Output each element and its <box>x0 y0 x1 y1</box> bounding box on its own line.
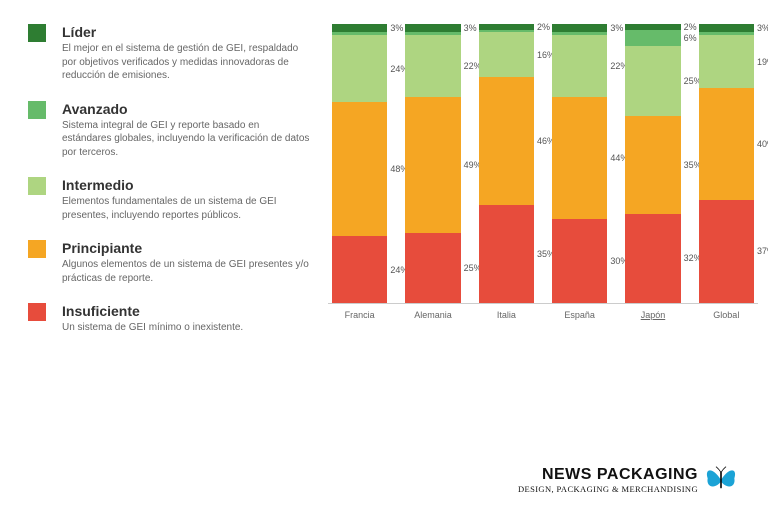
bar-segment-avanzado <box>405 32 460 35</box>
legend-item-insuficiente: Insuficiente Un sistema de GEI mínimo o i… <box>64 303 310 335</box>
bar-segment-intermedio: 19% <box>699 35 754 88</box>
chart-column: 24%48%24%3%25%49%22%3%35%46%16%2%30%44%2… <box>328 24 758 353</box>
legend-desc: Un sistema de GEI mínimo o inexistente. <box>62 321 310 335</box>
butterfly-icon <box>704 465 738 495</box>
legend-desc: Sistema integral de GEI y reporte basado… <box>62 119 310 160</box>
bar-segment-avanzado: 6% <box>625 30 680 47</box>
bar-segment-label: 6% <box>681 33 697 43</box>
x-axis-label: Global <box>699 310 754 320</box>
bar-segment-lider: 3% <box>699 24 754 32</box>
bar-segment-lider: 3% <box>552 24 607 32</box>
bar-japón: 32%35%25%6%2% <box>625 24 680 303</box>
legend-text-principiante: Principiante Algunos elementos de un sist… <box>62 240 310 285</box>
legend-item-lider: Líder El mejor en el sistema de gestión d… <box>64 24 310 83</box>
bar-segment-principiante: 48% <box>332 102 387 236</box>
legend-text-insuficiente: Insuficiente Un sistema de GEI mínimo o i… <box>62 303 310 335</box>
chart-x-axis-labels: Francia Alemania Italia España Japón Global <box>328 304 758 320</box>
bar-segment-principiante: 40% <box>699 88 754 200</box>
bar-segment-insuficiente: 32% <box>625 214 680 303</box>
bar-segment-avanzado <box>332 32 387 35</box>
x-axis-label: Italia <box>479 310 534 320</box>
bar-segment-intermedio: 22% <box>405 35 460 96</box>
legend-title: Insuficiente <box>62 303 310 319</box>
legend-text-lider: Líder El mejor en el sistema de gestión d… <box>62 24 310 83</box>
x-axis-label: Francia <box>332 310 387 320</box>
legend-title: Principiante <box>62 240 310 256</box>
legend-title: Intermedio <box>62 177 310 193</box>
legend-desc: Algunos elementos de un sistema de GEI p… <box>62 258 310 285</box>
bar-segment-intermedio: 24% <box>332 35 387 102</box>
bar-segment-principiante: 46% <box>479 77 534 205</box>
content-row: Líder El mejor en el sistema de gestión d… <box>10 24 758 353</box>
legend-item-avanzado: Avanzado Sistema integral de GEI y report… <box>64 101 310 160</box>
legend-title: Líder <box>62 24 310 40</box>
bar-segment-label: 19% <box>754 57 768 67</box>
bar-segment-intermedio: 22% <box>552 35 607 96</box>
logo-block: NEWS PACKAGING DESIGN, PACKAGING & MERCH… <box>518 465 738 495</box>
legend-desc: Elementos fundamentales de un sistema de… <box>62 195 310 222</box>
bar-segment-intermedio: 25% <box>625 46 680 116</box>
legend-desc: El mejor en el sistema de gestión de GEI… <box>62 42 310 83</box>
x-axis-label: Alemania <box>405 310 460 320</box>
bar-segment-insuficiente: 25% <box>405 233 460 303</box>
legend-swatch-avanzado <box>28 101 46 119</box>
bar-segment-label: 2% <box>534 22 550 32</box>
bar-segment-label: 37% <box>754 246 768 256</box>
bar-segment-lider: 2% <box>479 24 534 30</box>
bar-segment-lider: 2% <box>625 24 680 30</box>
legend-item-principiante: Principiante Algunos elementos de un sist… <box>64 240 310 285</box>
bar-alemania: 25%49%22% 3% <box>405 24 460 303</box>
bar-segment-lider: 3% <box>332 24 387 32</box>
bar-segment-avanzado <box>479 30 534 33</box>
bar-segment-avanzado <box>552 32 607 35</box>
bar-segment-principiante: 35% <box>625 116 680 214</box>
bar-segment-label: 40% <box>754 139 768 149</box>
stacked-bar-chart: 24%48%24%3%25%49%22%3%35%46%16%2%30%44%2… <box>328 24 758 304</box>
legend-column: Líder El mejor en el sistema de gestión d… <box>10 24 310 353</box>
bar-global: 37%40%19% 3% <box>699 24 754 303</box>
bar-segment-insuficiente: 24% <box>332 236 387 303</box>
legend-text-avanzado: Avanzado Sistema integral de GEI y report… <box>62 101 310 160</box>
logo-line-1: NEWS PACKAGING <box>518 466 698 484</box>
legend-title: Avanzado <box>62 101 310 117</box>
bar-segment-insuficiente: 30% <box>552 219 607 303</box>
bar-segment-intermedio: 16% <box>479 32 534 77</box>
bar-segment-label: 3% <box>754 23 768 33</box>
legend-swatch-intermedio <box>28 177 46 195</box>
x-axis-label: España <box>552 310 607 320</box>
logo-line-2: DESIGN, PACKAGING & MERCHANDISING <box>518 484 698 494</box>
bar-españa: 30%44%22% 3% <box>552 24 607 303</box>
legend-swatch-insuficiente <box>28 303 46 321</box>
page-root: Líder El mejor en el sistema de gestión d… <box>0 0 768 509</box>
bar-segment-insuficiente: 35% <box>479 205 534 303</box>
bar-segment-label: 2% <box>681 22 697 32</box>
bar-segment-insuficiente: 37% <box>699 200 754 303</box>
bar-francia: 24%48%24% 3% <box>332 24 387 303</box>
bar-segment-label: 3% <box>461 23 477 33</box>
bar-segment-label: 3% <box>607 23 623 33</box>
bar-segment-principiante: 49% <box>405 97 460 234</box>
legend-swatch-principiante <box>28 240 46 258</box>
bar-segment-principiante: 44% <box>552 97 607 220</box>
logo-text: NEWS PACKAGING DESIGN, PACKAGING & MERCH… <box>518 466 698 494</box>
legend-item-intermedio: Intermedio Elementos fundamentales de un … <box>64 177 310 222</box>
bar-segment-label: 3% <box>387 23 403 33</box>
bar-segment-avanzado <box>699 32 754 35</box>
legend-swatch-lider <box>28 24 46 42</box>
bar-italia: 35%46%16% 2% <box>479 24 534 303</box>
bar-segment-lider: 3% <box>405 24 460 32</box>
x-axis-label: Japón <box>625 310 680 320</box>
legend-text-intermedio: Intermedio Elementos fundamentales de un … <box>62 177 310 222</box>
